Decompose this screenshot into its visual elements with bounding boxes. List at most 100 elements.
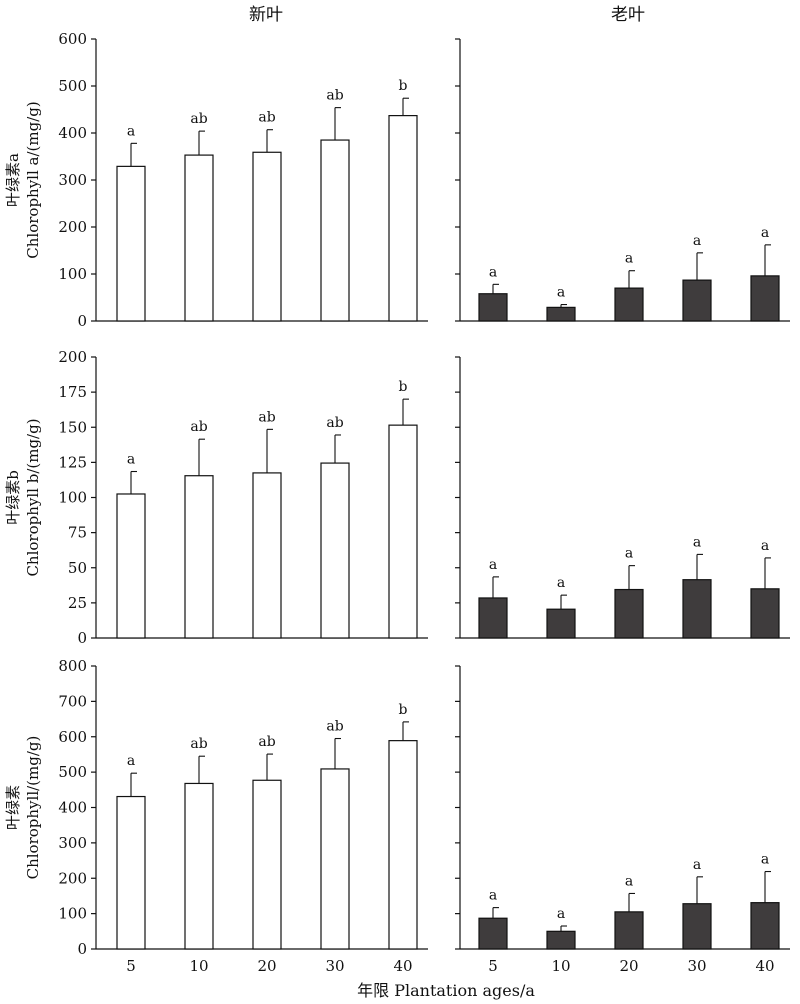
bar-40 xyxy=(388,115,418,322)
significance-label: b xyxy=(399,78,408,94)
significance-label: a xyxy=(489,557,497,573)
bar-30 xyxy=(682,903,712,950)
significance-label: a xyxy=(625,251,633,267)
bar-10 xyxy=(184,782,214,950)
x-tick-label: 20 xyxy=(619,957,638,975)
significance-label: ab xyxy=(190,111,207,127)
y-tick-label: 300 xyxy=(58,171,87,189)
bar-20 xyxy=(252,151,282,322)
significance-label: a xyxy=(693,857,701,873)
bar-5 xyxy=(478,597,508,639)
panel-chlorophyll-a-new: 0 100 200 300 400 500 600 a ab ab ab b 叶绿素a Chlorophy… xyxy=(4,30,428,330)
column-title-old-leaves: 老叶 xyxy=(611,5,645,25)
bar-10 xyxy=(546,306,576,322)
y-tick-label: 300 xyxy=(58,834,87,852)
significance-label: a xyxy=(557,285,565,301)
bar-20 xyxy=(614,287,644,322)
column-title-new-leaves: 新叶 xyxy=(249,5,283,25)
bar-5 xyxy=(116,795,146,950)
significance-label: ab xyxy=(258,734,275,750)
y-tick-label: 75 xyxy=(68,524,87,542)
x-axis-label: 年限 Plantation ages/a xyxy=(357,981,535,1000)
x-tick-label: 10 xyxy=(551,957,570,975)
x-tick-label: 30 xyxy=(687,957,706,975)
x-tick-label: 40 xyxy=(755,957,774,975)
bar-20 xyxy=(252,779,282,950)
y-tick-label: 0 xyxy=(77,312,87,330)
significance-label: a xyxy=(625,546,633,562)
significance-label: ab xyxy=(326,719,343,735)
bar-30 xyxy=(682,579,712,639)
y-axis-label-en: Chlorophyll/(mg/g) xyxy=(24,736,42,880)
y-tick-label: 100 xyxy=(58,905,87,923)
significance-label: a xyxy=(127,123,135,139)
bar-30 xyxy=(320,139,350,322)
bar-10 xyxy=(546,930,576,950)
panel-chlorophyll-total-old: a a a a a 5 10 20 30 40 xyxy=(455,665,790,975)
x-tick-label: 30 xyxy=(325,957,344,975)
bar-30 xyxy=(320,768,350,950)
bar-10 xyxy=(546,608,576,639)
significance-label: b xyxy=(399,702,408,718)
y-axis-label-cn: 叶绿素b xyxy=(4,470,22,525)
panel-chlorophyll-b-new: 0 25 50 75 100 125 150 175 200 a ab ab ab b 叶绿素b Chloro… xyxy=(4,348,428,647)
significance-label: a xyxy=(127,452,135,468)
y-tick-label: 25 xyxy=(68,594,87,612)
bar-20 xyxy=(614,911,644,950)
bar-40 xyxy=(388,424,418,639)
panel-chlorophyll-b-old: a a a a a xyxy=(455,356,790,639)
panel-chlorophyll-total-new: 0 100 200 300 400 500 600 700 800 a ab ab ab b 5 10 20 30… xyxy=(4,657,428,975)
y-tick-label: 500 xyxy=(58,763,87,781)
bar-10 xyxy=(184,475,214,639)
significance-label: ab xyxy=(326,88,343,104)
bar-5 xyxy=(116,493,146,639)
significance-label: b xyxy=(399,379,408,395)
y-axis-label-cn: 叶绿素 xyxy=(4,785,22,830)
y-tick-label: 600 xyxy=(58,728,87,746)
y-axis-label-cn: 叶绿素a xyxy=(4,153,22,207)
y-tick-label: 200 xyxy=(58,218,87,236)
bar-10 xyxy=(184,154,214,322)
x-tick-label: 5 xyxy=(126,957,136,975)
y-tick-label: 100 xyxy=(58,489,87,507)
bar-40 xyxy=(750,588,780,639)
y-tick-label: 400 xyxy=(58,799,87,817)
x-tick-label: 20 xyxy=(257,957,276,975)
y-tick-label: 125 xyxy=(58,453,87,471)
significance-label: a xyxy=(489,888,497,904)
y-tick-label: 400 xyxy=(58,124,87,142)
significance-label: a xyxy=(761,538,769,554)
significance-label: a xyxy=(693,233,701,249)
y-tick-label: 200 xyxy=(58,869,87,887)
significance-label: a xyxy=(693,534,701,550)
y-axis-label-en: Chlorophyll a/(mg/g) xyxy=(24,101,42,258)
significance-label: ab xyxy=(190,736,207,752)
significance-label: a xyxy=(625,873,633,889)
y-tick-label: 800 xyxy=(58,657,87,675)
significance-label: ab xyxy=(190,419,207,435)
y-tick-label: 150 xyxy=(58,418,87,436)
y-tick-label: 200 xyxy=(58,348,87,366)
y-tick-label: 100 xyxy=(58,265,87,283)
significance-label: ab xyxy=(258,110,275,126)
significance-label: ab xyxy=(326,415,343,431)
bar-40 xyxy=(750,275,780,322)
x-tick-label: 10 xyxy=(189,957,208,975)
bar-40 xyxy=(750,902,780,950)
bar-40 xyxy=(388,740,418,950)
significance-label: a xyxy=(761,225,769,241)
significance-label: a xyxy=(557,906,565,922)
panel-chlorophyll-a-old: a a a a a xyxy=(455,38,790,322)
bar-5 xyxy=(478,917,508,950)
bar-30 xyxy=(320,462,350,639)
bar-20 xyxy=(614,588,644,639)
bar-5 xyxy=(116,165,146,322)
significance-label: a xyxy=(761,852,769,868)
bar-30 xyxy=(682,279,712,322)
bar-5 xyxy=(478,293,508,322)
y-tick-label: 0 xyxy=(77,629,87,647)
y-tick-label: 0 xyxy=(77,940,87,958)
significance-label: a xyxy=(557,575,565,591)
